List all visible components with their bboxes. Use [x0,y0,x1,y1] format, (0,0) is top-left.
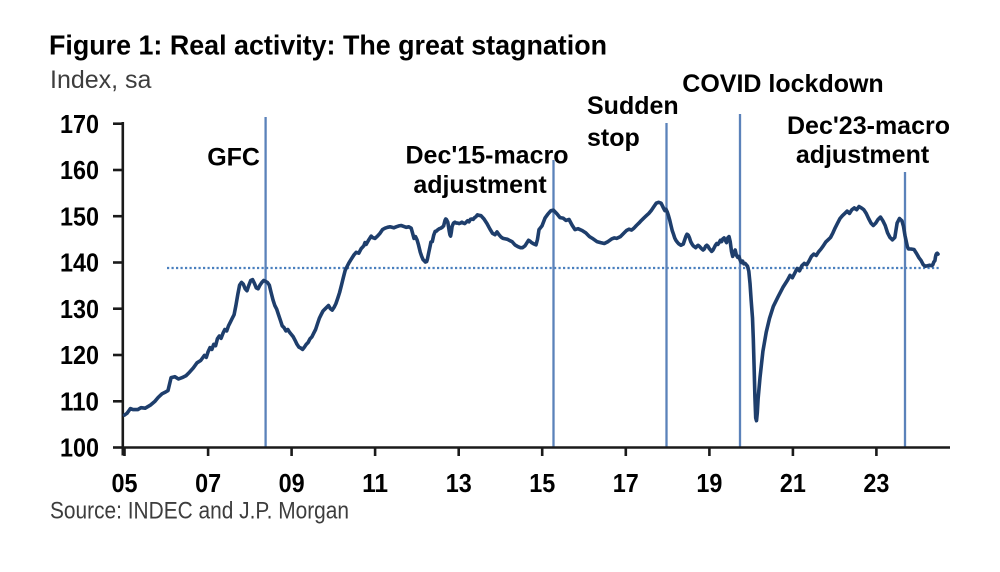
svg-text:170: 170 [60,109,99,139]
svg-text:130: 130 [60,294,99,324]
svg-text:110: 110 [60,387,99,417]
svg-text:Source: INDEC and J.P. Morgan: Source: INDEC and J.P. Morgan [50,498,349,525]
svg-text:05: 05 [112,468,138,498]
svg-text:Sudden: Sudden [587,92,679,120]
svg-text:Figure 1: Real activity: The g: Figure 1: Real activity: The great stagn… [49,30,607,61]
svg-text:09: 09 [279,468,305,498]
svg-text:COVID lockdown: COVID lockdown [682,70,883,98]
svg-text:13: 13 [446,468,472,498]
svg-text:140: 140 [60,248,99,278]
svg-text:150: 150 [60,201,99,231]
svg-text:07: 07 [195,468,221,498]
svg-text:GFC: GFC [207,144,260,172]
svg-text:11: 11 [362,468,388,498]
svg-text:adjustment: adjustment [796,141,930,169]
svg-text:23: 23 [863,468,889,498]
svg-text:adjustment: adjustment [413,171,547,199]
svg-text:160: 160 [60,155,99,185]
svg-text:21: 21 [780,468,806,498]
svg-text:15: 15 [529,468,555,498]
svg-text:120: 120 [60,340,99,370]
svg-text:19: 19 [696,468,722,498]
svg-text:Index, sa: Index, sa [50,66,152,94]
svg-text:Dec'15-macro: Dec'15-macro [406,142,569,170]
svg-text:100: 100 [60,433,99,463]
svg-text:Dec'23-macro: Dec'23-macro [787,112,950,140]
svg-text:17: 17 [613,468,639,498]
svg-text:stop: stop [587,124,640,152]
